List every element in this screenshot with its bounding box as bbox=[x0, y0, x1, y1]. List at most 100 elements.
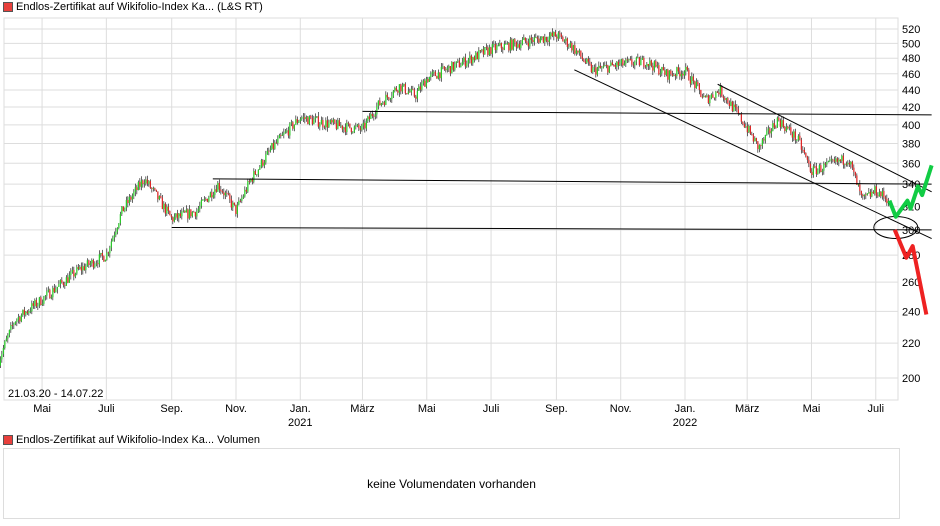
candle-body bbox=[514, 39, 516, 43]
candle-body bbox=[686, 66, 688, 70]
candle-body bbox=[140, 180, 142, 187]
candle-body bbox=[206, 198, 208, 202]
candle-body bbox=[755, 138, 757, 142]
candle-body bbox=[308, 115, 310, 125]
candle-body bbox=[809, 163, 811, 172]
candle-body bbox=[620, 59, 622, 64]
candle-body bbox=[295, 119, 297, 125]
candle-body bbox=[373, 115, 375, 117]
candle-body bbox=[32, 303, 34, 306]
y-tick-label: 300 bbox=[902, 225, 920, 237]
candle-body bbox=[317, 116, 319, 127]
candle-body bbox=[106, 252, 108, 260]
candle-body bbox=[806, 156, 808, 160]
candle-body bbox=[695, 81, 697, 89]
plot-area bbox=[3, 17, 899, 401]
candle-body bbox=[614, 65, 616, 67]
candle-body bbox=[592, 67, 594, 73]
y-tick-label: 500 bbox=[902, 38, 920, 50]
candle-body bbox=[802, 149, 804, 151]
candle-body bbox=[41, 303, 43, 305]
candle-body bbox=[836, 158, 838, 163]
candle-body bbox=[329, 120, 331, 123]
candle-body bbox=[820, 165, 822, 173]
x-tick-label: Jan. bbox=[290, 403, 311, 415]
candle-body bbox=[148, 181, 150, 184]
candle-body bbox=[800, 139, 802, 150]
candle-body bbox=[245, 189, 247, 192]
candle-body bbox=[496, 45, 498, 51]
candle-body bbox=[512, 39, 514, 50]
candle-body bbox=[298, 121, 300, 123]
candle-body bbox=[188, 209, 190, 219]
candle-body bbox=[580, 50, 582, 57]
candle-body bbox=[47, 289, 49, 292]
candle-body bbox=[149, 181, 151, 189]
candle-body bbox=[406, 93, 408, 95]
candle-body bbox=[463, 57, 465, 62]
candle-body bbox=[235, 204, 237, 215]
candle-body bbox=[584, 61, 586, 63]
candle-body bbox=[448, 66, 450, 69]
y-tick-label: 520 bbox=[902, 24, 920, 36]
candle-body bbox=[856, 175, 858, 185]
candle-body bbox=[826, 162, 828, 165]
candle-body bbox=[808, 159, 810, 164]
candle-body bbox=[196, 211, 198, 217]
candle-body bbox=[616, 61, 618, 67]
candle-body bbox=[670, 70, 672, 75]
candle-body bbox=[220, 189, 222, 191]
candle-body bbox=[520, 43, 522, 48]
candle-body bbox=[824, 163, 826, 165]
candle-body bbox=[694, 80, 696, 89]
candle-body bbox=[280, 135, 282, 136]
candle-body bbox=[577, 50, 579, 53]
candle-body bbox=[503, 44, 505, 50]
candle-body bbox=[191, 211, 193, 217]
candle-body bbox=[89, 263, 91, 265]
x-tick-label: Sep. bbox=[545, 403, 568, 415]
candle-body bbox=[487, 47, 489, 55]
candle-body bbox=[241, 197, 243, 201]
candle-body bbox=[869, 191, 871, 197]
candle-body bbox=[727, 98, 729, 103]
candle-body bbox=[343, 127, 345, 130]
candle-body bbox=[532, 39, 534, 43]
candle-body bbox=[179, 213, 181, 217]
candle-body bbox=[617, 61, 619, 66]
candle-body bbox=[812, 166, 814, 175]
candle-body bbox=[637, 57, 639, 59]
x-tick-label: Mai bbox=[33, 403, 51, 415]
candle-body bbox=[668, 70, 670, 80]
candle-body bbox=[679, 71, 681, 77]
candle-body bbox=[610, 62, 612, 66]
candle-body bbox=[841, 155, 843, 161]
candle-body bbox=[35, 300, 37, 307]
candle-body bbox=[125, 200, 127, 208]
candle-body bbox=[691, 76, 693, 84]
candle-body bbox=[785, 126, 787, 131]
candle-body bbox=[424, 80, 426, 87]
x-year-label: 2022 bbox=[673, 417, 697, 429]
candle-body bbox=[748, 125, 750, 133]
candle-body bbox=[350, 127, 352, 133]
candle-body bbox=[88, 260, 90, 265]
candle-body bbox=[278, 135, 280, 139]
candle-body bbox=[2, 348, 4, 355]
candle-body bbox=[776, 117, 778, 128]
candle-body bbox=[761, 139, 763, 146]
candle-body bbox=[304, 116, 306, 120]
candle-body bbox=[331, 120, 333, 123]
candle-body bbox=[647, 63, 649, 66]
candle-body bbox=[608, 65, 610, 73]
candle-body bbox=[215, 189, 217, 192]
candle-body bbox=[389, 99, 391, 100]
candle-body bbox=[209, 192, 211, 198]
candle-body bbox=[599, 65, 601, 68]
candle-body bbox=[62, 282, 64, 286]
candle-body bbox=[794, 131, 796, 141]
candle-body bbox=[833, 160, 835, 162]
candle-body bbox=[11, 325, 13, 326]
candle-body bbox=[859, 184, 861, 192]
